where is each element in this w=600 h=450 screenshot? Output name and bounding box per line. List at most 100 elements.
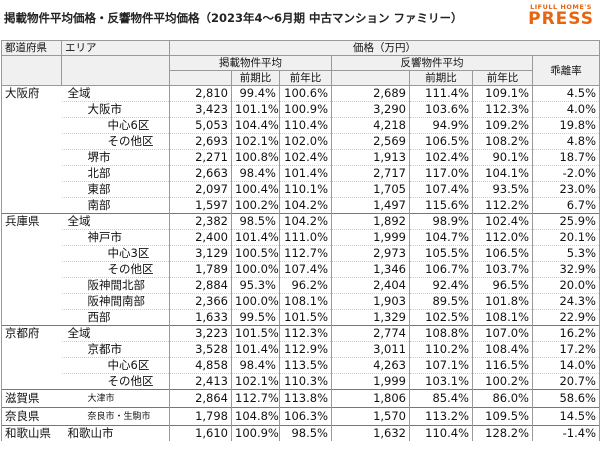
listed-yoy: 113.5% [279, 357, 332, 374]
listed-qoq: 99.4% [231, 85, 280, 102]
listed-yoy: 106.3% [279, 407, 332, 426]
listed-yoy: 104.2% [279, 197, 332, 214]
listed-yoy: 102.0% [279, 133, 332, 150]
inquired-price: 1,632 [331, 425, 410, 441]
table-row: 兵庫県 全域 2,382 98.5% 104.2% 1,892 98.9% 102.4% 25.… [1, 213, 600, 230]
inquired-yoy: 104.1% [472, 165, 533, 182]
inquired-qoq: 85.4% [409, 389, 473, 408]
inquired-price: 3,290 [331, 101, 410, 118]
listed-qoq: 101.4% [231, 341, 280, 358]
listed-price: 2,271 [169, 149, 232, 166]
listed-price: 1,610 [169, 425, 232, 441]
logo-top: LIFULL HOME'S [530, 3, 592, 11]
gap-rate: 4.5% [532, 85, 600, 102]
gap-rate: 17.2% [532, 341, 600, 358]
pref-cell [1, 357, 62, 374]
area-label: その他区 [107, 134, 154, 149]
pref-cell [1, 181, 62, 198]
inquired-yoy: 112.2% [472, 197, 533, 214]
area-label: 堺市 [87, 150, 111, 165]
listed-yoy: 112.3% [279, 325, 332, 342]
area-cell: その他区 [61, 373, 170, 390]
inquired-price: 1,806 [331, 389, 410, 408]
pref-cell: 大阪府 [1, 85, 62, 102]
table-row: 奈良県 奈良市・生駒市 1,798 104.8% 106.3% 1,570 113.2% 10… [1, 407, 600, 426]
inquired-qoq: 106.5% [409, 133, 473, 150]
listed-qoq: 104.8% [231, 407, 280, 426]
gap-rate: 24.3% [532, 293, 600, 310]
inquired-qoq: 102.5% [409, 309, 473, 326]
area-cell: 中心6区 [61, 357, 170, 374]
inquired-qoq: 115.6% [409, 197, 473, 214]
table-row: 東部 2,097 100.4% 110.1% 1,705 107.4% 93.5% 23.0% [1, 181, 600, 198]
page-title: 掲載物件平均価格・反響物件平均価格（2023年4～6月期 中古マンション ファミ… [4, 11, 463, 25]
head-yoy: 前年比 [279, 70, 332, 86]
listed-price: 3,129 [169, 245, 232, 262]
table-row: 和歌山県 和歌山市 1,610 100.9% 98.5% 1,632 110.4% 128.2… [1, 425, 600, 441]
area-cell: 京都市 [61, 341, 170, 358]
gap-rate: 20.7% [532, 373, 600, 390]
gap-rate: 16.2% [532, 325, 600, 342]
table-row: 大阪市 3,423 101.1% 100.9% 3,290 103.6% 112.3% 4.0… [1, 101, 600, 118]
listed-yoy: 111.0% [279, 229, 332, 246]
listed-qoq: 112.7% [231, 389, 280, 408]
table-row: 阪神間北部 2,884 95.3% 96.2% 2,404 92.4% 96.5% 20.0% [1, 277, 600, 294]
gap-rate: 22.9% [532, 309, 600, 326]
inquired-price: 1,329 [331, 309, 410, 326]
area-label: 大津市 [87, 394, 115, 404]
inquired-price: 2,569 [331, 133, 410, 150]
area-label: 中心6区 [107, 358, 150, 373]
table-row: その他区 1,789 100.0% 107.4% 1,346 106.7% 103.7% 32… [1, 261, 600, 278]
listed-yoy: 96.2% [279, 277, 332, 294]
listed-qoq: 100.9% [231, 425, 280, 441]
listed-price: 2,864 [169, 389, 232, 408]
logo: LIFULL HOME'S PRESS [528, 4, 594, 28]
inquired-price: 1,913 [331, 149, 410, 166]
area-cell: その他区 [61, 133, 170, 150]
listed-price: 3,423 [169, 101, 232, 118]
inquired-qoq: 106.7% [409, 261, 473, 278]
gap-rate: 14.0% [532, 357, 600, 374]
inquired-qoq: 108.8% [409, 325, 473, 342]
area-cell: 全域 [61, 213, 170, 230]
listed-yoy: 100.9% [279, 101, 332, 118]
area-label: 奈良市・生駒市 [87, 412, 151, 422]
area-cell: 大津市 [61, 389, 170, 408]
inquired-yoy: 116.5% [472, 357, 533, 374]
listed-qoq: 98.4% [231, 165, 280, 182]
listed-qoq: 99.5% [231, 309, 280, 326]
listed-price: 1,597 [169, 197, 232, 214]
listed-price: 2,663 [169, 165, 232, 182]
head-inquired: 反響物件平均 [331, 55, 533, 71]
table-row: 中心3区 3,129 100.5% 112.7% 2,973 105.5% 106.5% 5.… [1, 245, 600, 262]
area-cell: 堺市 [61, 149, 170, 166]
pref-cell [1, 149, 62, 166]
listed-price: 2,413 [169, 373, 232, 390]
head-area: エリア [61, 40, 170, 56]
head-row: 掲載物件平均 反響物件平均 乖離率 [1, 55, 600, 86]
pref-cell: 滋賀県 [1, 389, 62, 408]
listed-price: 4,858 [169, 357, 232, 374]
head-blank [331, 70, 410, 86]
inquired-qoq: 104.7% [409, 229, 473, 246]
listed-qoq: 100.5% [231, 245, 280, 262]
listed-price: 1,633 [169, 309, 232, 326]
listed-qoq: 98.5% [231, 213, 280, 230]
listed-yoy: 110.4% [279, 117, 332, 134]
listed-qoq: 101.1% [231, 101, 280, 118]
area-label: 北部 [87, 166, 111, 181]
pref-cell [1, 341, 62, 358]
pref-cell [1, 293, 62, 310]
inquired-yoy: 90.1% [472, 149, 533, 166]
area-cell: 中心6区 [61, 117, 170, 134]
area-cell: 和歌山市 [61, 425, 170, 441]
listed-yoy: 98.5% [279, 425, 332, 441]
listed-price: 3,223 [169, 325, 232, 342]
inquired-yoy: 128.2% [472, 425, 533, 441]
listed-qoq: 101.5% [231, 325, 280, 342]
area-label: 東部 [87, 182, 111, 197]
listed-price: 1,789 [169, 261, 232, 278]
head-yoy: 前年比 [472, 70, 533, 86]
inquired-yoy: 108.1% [472, 309, 533, 326]
table-row: 西部 1,633 99.5% 101.5% 1,329 102.5% 108.1% 22.9% [1, 309, 600, 326]
